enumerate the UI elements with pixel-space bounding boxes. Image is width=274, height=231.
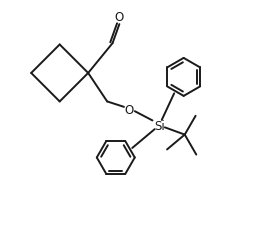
Text: O: O	[115, 11, 124, 24]
Text: Si: Si	[154, 119, 165, 132]
Text: O: O	[125, 103, 134, 116]
